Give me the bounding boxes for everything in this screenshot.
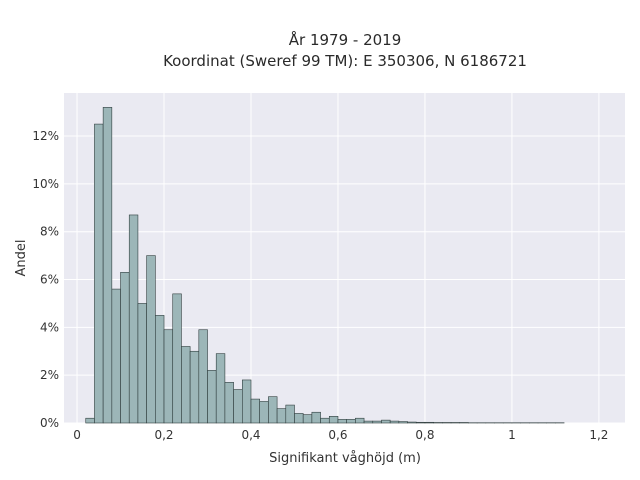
chart-title-line-2: Koordinat (Sweref 99 TM): E 350306, N 61… xyxy=(163,52,527,70)
y-tick-label: 12% xyxy=(32,129,59,143)
y-axis-label: Andel xyxy=(14,240,29,277)
histogram-bar xyxy=(181,346,191,424)
histogram-bar xyxy=(363,420,374,424)
histogram-bar xyxy=(242,379,252,424)
histogram-bar xyxy=(346,419,356,424)
y-tick-label: 4% xyxy=(40,320,59,334)
histogram-bar xyxy=(381,419,391,424)
histogram-bar xyxy=(320,417,330,424)
y-tick-label: 2% xyxy=(40,368,59,382)
y-axis-ticks: 0% 2% 4% 6% 8% 10% 12% xyxy=(32,129,59,430)
histogram-bar xyxy=(207,370,217,424)
histogram-bar xyxy=(102,107,113,424)
chart-title-line-1: År 1979 - 2019 xyxy=(289,30,402,49)
y-tick-label: 8% xyxy=(40,225,59,239)
histogram-bar xyxy=(285,404,295,424)
histogram-bar xyxy=(250,398,260,424)
histogram-bar xyxy=(302,414,313,424)
histogram-bar xyxy=(215,353,226,424)
y-tick-label: 6% xyxy=(40,273,59,287)
histogram-bar xyxy=(146,255,156,424)
x-tick-label: 0,4 xyxy=(241,428,260,442)
histogram-bar xyxy=(268,396,278,424)
histogram-bar xyxy=(128,214,139,424)
x-tick-label: 0,2 xyxy=(154,428,173,442)
histogram-bar xyxy=(111,288,121,424)
y-tick-label: 0% xyxy=(40,416,59,430)
histogram-bar xyxy=(389,420,400,424)
histogram-bar xyxy=(137,303,147,424)
histogram-bar xyxy=(198,329,208,424)
histogram-bar xyxy=(163,329,174,424)
histogram-bar xyxy=(233,389,243,424)
histogram-bar xyxy=(120,272,130,424)
histogram-bar xyxy=(155,315,165,424)
histogram-bar xyxy=(172,293,182,424)
histogram-bar xyxy=(424,421,434,424)
histogram-bar xyxy=(189,350,200,424)
histogram-bar xyxy=(337,419,347,424)
histogram-bar xyxy=(328,416,339,424)
histogram-bar xyxy=(415,421,426,424)
x-tick-label: 0,8 xyxy=(415,428,434,442)
x-axis-label: Signifikant våghöjd (m) xyxy=(269,451,421,466)
x-tick-label: 1,2 xyxy=(589,428,608,442)
histogram-bar xyxy=(259,401,269,424)
histogram-bar xyxy=(94,123,104,424)
histogram-bar xyxy=(311,411,321,424)
x-axis-ticks: 0 0,2 0,4 0,6 0,8 1 1,2 xyxy=(73,428,608,442)
histogram-bar xyxy=(276,408,287,424)
histogram-bar xyxy=(85,417,95,424)
histogram-bar xyxy=(372,420,382,424)
x-tick-label: 0 xyxy=(73,428,81,442)
histogram-bar xyxy=(294,413,304,424)
histogram-bar xyxy=(398,421,408,424)
y-tick-label: 10% xyxy=(32,177,59,191)
histogram-bar xyxy=(224,382,234,424)
histogram-bar xyxy=(407,421,417,424)
x-tick-label: 0,6 xyxy=(328,428,347,442)
histogram-bar xyxy=(355,417,365,424)
bars xyxy=(85,107,565,424)
x-tick-label: 1 xyxy=(508,428,516,442)
